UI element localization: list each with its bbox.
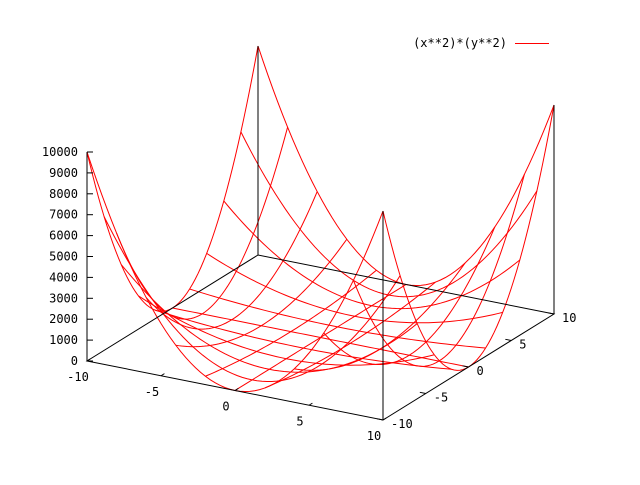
z-tick-label: 0 [71, 354, 78, 368]
surface-line-y [206, 252, 503, 324]
surface-line-x [145, 191, 318, 330]
y-tick-label: -10 [391, 417, 413, 431]
surface-line-y [240, 131, 538, 298]
x-tick-mark [160, 373, 165, 377]
z-tick-label: 9000 [49, 166, 78, 180]
x-tick-mark [86, 358, 91, 362]
y-tick-label: 0 [477, 364, 484, 378]
z-tick-label: 10000 [42, 145, 78, 159]
legend-label: (x**2)*(y**2) [413, 36, 507, 50]
y-tick-label: 10 [562, 311, 576, 325]
x-tick-label: 5 [296, 414, 303, 428]
surface-line-y [223, 200, 521, 310]
surface-line-x [294, 262, 466, 371]
y-tick-label: 5 [519, 338, 526, 352]
z-tick-label: 5000 [49, 250, 78, 264]
surface-line-x [205, 269, 377, 377]
z-tick-label: 8000 [49, 187, 78, 201]
surface-line-x [323, 226, 496, 366]
surface-line-x [352, 174, 525, 367]
surface-mesh [86, 45, 555, 393]
surface-line-x [86, 45, 259, 312]
y-tick-mark [419, 391, 426, 394]
surface-line-y [257, 45, 555, 287]
axis-box [85, 46, 556, 421]
x-tick-mark [308, 402, 313, 406]
z-tick-label: 7000 [49, 208, 78, 222]
surface-line-x [264, 281, 436, 389]
surface-line-y [120, 264, 418, 373]
surface-line-x [175, 238, 348, 348]
surface-line-x [234, 284, 407, 391]
x-tick-label: -10 [67, 370, 89, 384]
y-tick-label: -5 [434, 391, 448, 405]
z-tick-label: 2000 [49, 312, 78, 326]
z-tick-label: 6000 [49, 229, 78, 243]
x-tick-label: -5 [145, 385, 159, 399]
y-tick-mark [505, 338, 512, 341]
surface-line-y [103, 216, 401, 383]
y-tick-mark [462, 365, 469, 368]
x-tick-label: 10 [367, 429, 381, 443]
x-tick-mark [234, 387, 239, 391]
surface-line-y [86, 151, 384, 393]
surface-line-x [116, 127, 289, 320]
y-tick-mark [376, 418, 384, 421]
x-tick-mark [382, 417, 387, 421]
legend: (x**2)*(y**2) [413, 36, 549, 50]
y-tick-mark [547, 312, 555, 315]
z-tick-label: 1000 [49, 333, 78, 347]
x-tick-label: 0 [222, 400, 229, 414]
z-tick-label: 3000 [49, 291, 78, 305]
z-tick-label: 4000 [49, 270, 78, 284]
tick-labels: 0100020003000400050006000700080009000100… [42, 145, 577, 443]
